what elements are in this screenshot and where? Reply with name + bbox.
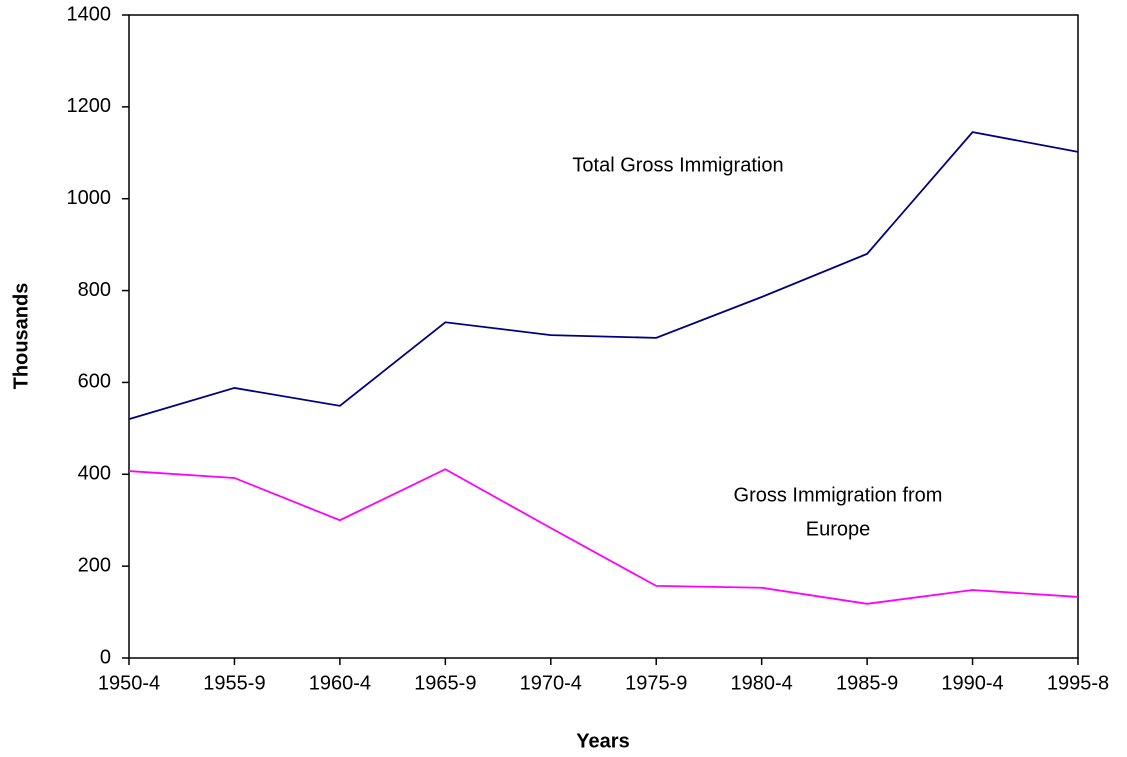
y-tick-label: 800 xyxy=(78,279,111,301)
annotation: Europe xyxy=(806,518,871,540)
y-tick-label: 200 xyxy=(78,554,111,576)
x-tick-label: 1990-4 xyxy=(941,672,1003,694)
x-tick-label: 1975-9 xyxy=(625,672,687,694)
x-axis-title: Years xyxy=(576,730,629,752)
y-tick-label: 600 xyxy=(78,371,111,393)
x-tick-label: 1960-4 xyxy=(309,672,371,694)
x-tick-label: 1950-4 xyxy=(98,672,160,694)
y-tick-label: 1000 xyxy=(67,187,112,209)
plot-frame xyxy=(128,14,1079,659)
y-axis-title: Thousands xyxy=(10,283,32,390)
y-tick-label: 400 xyxy=(78,463,111,485)
x-tick-label: 1955-9 xyxy=(203,672,265,694)
line-series xyxy=(128,468,1079,605)
annotation: Total Gross Immigration xyxy=(572,154,783,176)
y-tick-label: 0 xyxy=(100,646,111,668)
y-tick-label: 1200 xyxy=(67,95,112,117)
x-tick-label: 1980-4 xyxy=(731,672,793,694)
line-series xyxy=(128,131,1079,421)
x-tick-label: 1965-9 xyxy=(414,672,476,694)
x-tick-label: 1985-9 xyxy=(836,672,898,694)
y-tick-label: 1400 xyxy=(67,3,112,25)
x-tick-label: 1970-4 xyxy=(520,672,582,694)
x-tick-label: 1995-8 xyxy=(1047,672,1109,694)
annotation: Gross Immigration from xyxy=(734,484,943,506)
